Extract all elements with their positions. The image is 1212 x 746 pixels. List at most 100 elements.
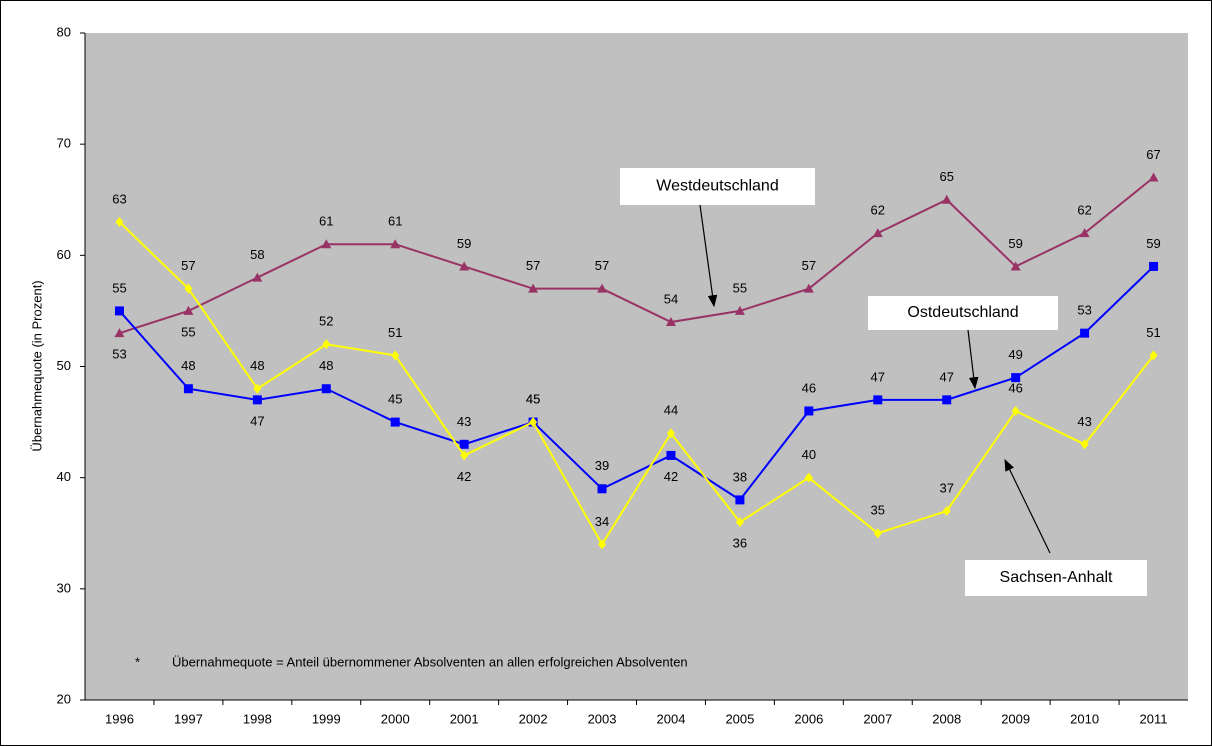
data-point <box>1011 405 1020 416</box>
x-tick-label: 2008 <box>932 711 961 726</box>
data-point <box>1080 439 1089 450</box>
x-tick-label: 2001 <box>450 711 479 726</box>
data-label: 42 <box>457 469 471 484</box>
data-point <box>666 450 676 460</box>
y-tick-label: 70 <box>57 136 71 151</box>
x-tick-label: 1996 <box>105 711 134 726</box>
data-point <box>804 472 813 483</box>
x-tick-label: 2005 <box>725 711 754 726</box>
y-tick-label: 60 <box>57 247 71 262</box>
annotation-box <box>620 168 815 205</box>
data-point <box>115 216 124 227</box>
data-point <box>252 395 262 405</box>
data-point <box>321 239 332 249</box>
data-label: 57 <box>181 258 195 273</box>
data-point <box>183 384 193 394</box>
footnote-marker: * <box>135 654 140 669</box>
data-point <box>735 495 745 505</box>
data-label: 37 <box>939 480 953 495</box>
series-line <box>118 265 1155 502</box>
data-label: 43 <box>457 414 471 429</box>
data-label: 54 <box>664 291 678 306</box>
data-point <box>1010 261 1021 271</box>
data-point <box>390 239 401 249</box>
annotation-text: Ostdeutschland <box>907 304 1018 321</box>
data-point <box>803 283 814 293</box>
y-tick-label: 40 <box>57 469 71 484</box>
data-label: 61 <box>388 214 402 229</box>
data-point <box>666 428 675 439</box>
data-point <box>460 450 469 461</box>
data-label: 59 <box>1008 236 1022 251</box>
annotation-text: Westdeutschland <box>656 178 778 195</box>
data-label: 51 <box>1146 325 1160 340</box>
data-label: 46 <box>802 380 816 395</box>
data-label: 57 <box>526 258 540 273</box>
y-axis-label: Übernahmequote (in Prozent) <box>29 280 44 451</box>
data-label: 45 <box>388 392 402 407</box>
data-point <box>459 439 469 449</box>
data-label: 59 <box>457 236 471 251</box>
data-point <box>1079 228 1090 238</box>
data-label: 46 <box>1008 380 1022 395</box>
x-tick-label: 2007 <box>863 711 892 726</box>
series-line <box>118 221 1155 547</box>
data-point <box>528 283 539 293</box>
data-point <box>114 306 124 316</box>
annotation-arrow <box>699 204 718 308</box>
x-tick-label: 1998 <box>243 711 272 726</box>
data-point <box>598 539 607 550</box>
data-label: 48 <box>319 358 333 373</box>
data-label: 55 <box>112 280 126 295</box>
x-tick-label: 2002 <box>519 711 548 726</box>
data-point <box>1149 261 1159 271</box>
data-point <box>734 305 745 315</box>
x-tick-label: 2006 <box>794 711 823 726</box>
y-tick-label: 20 <box>57 691 71 706</box>
data-point <box>459 261 470 271</box>
x-tick-label: 1997 <box>174 711 203 726</box>
x-tick-label: 2011 <box>1140 711 1168 726</box>
data-label: 48 <box>181 358 195 373</box>
data-label: 63 <box>112 191 126 206</box>
data-point <box>735 517 744 528</box>
annotation-arrow <box>967 329 979 390</box>
data-label: 51 <box>388 325 402 340</box>
data-label: 47 <box>871 369 885 384</box>
data-point <box>942 506 951 517</box>
data-point <box>942 395 952 405</box>
data-label: 55 <box>181 324 195 339</box>
data-label: 47 <box>250 413 264 428</box>
data-label: 49 <box>1008 347 1022 362</box>
data-label: 45 <box>526 392 540 407</box>
data-label: 36 <box>733 536 747 551</box>
data-label: 43 <box>1077 414 1091 429</box>
y-tick-label: 30 <box>57 580 71 595</box>
data-label: 34 <box>595 514 609 529</box>
data-label: 40 <box>802 447 816 462</box>
x-tick-label: 2000 <box>381 711 410 726</box>
data-point <box>252 272 263 282</box>
data-label: 48 <box>250 358 264 373</box>
footnote: Übernahmequote = Anteil übernommener Abs… <box>172 654 688 669</box>
data-label: 62 <box>1077 203 1091 218</box>
data-point <box>253 383 262 394</box>
data-point <box>529 417 538 428</box>
data-label: 38 <box>733 469 747 484</box>
data-point <box>597 283 608 293</box>
data-point <box>873 528 882 539</box>
data-label: 47 <box>939 369 953 384</box>
y-tick-label: 50 <box>57 358 71 373</box>
data-point <box>597 484 607 494</box>
data-point <box>183 305 194 315</box>
data-point <box>322 339 331 350</box>
data-label: 53 <box>1077 303 1091 318</box>
data-label: 57 <box>802 258 816 273</box>
x-tick-label: 2010 <box>1070 711 1099 726</box>
data-label: 62 <box>871 203 885 218</box>
data-point <box>1011 373 1021 383</box>
data-label: 57 <box>595 258 609 273</box>
data-point <box>1149 350 1158 361</box>
